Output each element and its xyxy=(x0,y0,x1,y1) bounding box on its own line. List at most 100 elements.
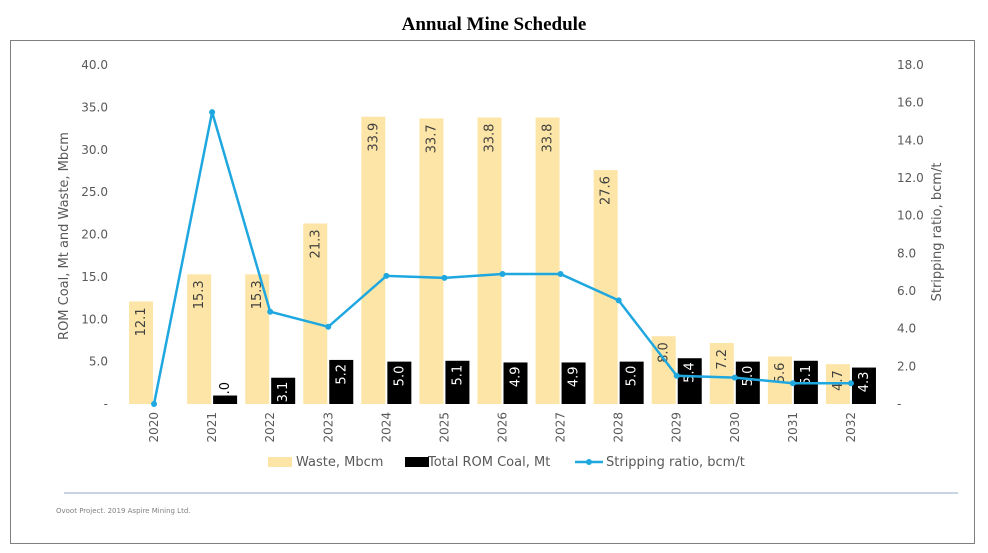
stripping-ratio-point xyxy=(151,401,158,407)
y-tick-left: 15.0 xyxy=(81,270,108,284)
waste-data-label: 27.6 xyxy=(599,176,614,205)
waste-bar xyxy=(303,223,328,404)
coal-data-label: 4.9 xyxy=(567,366,582,387)
x-tick-label: 2022 xyxy=(263,412,277,443)
waste-bar xyxy=(593,170,618,404)
chart-frame xyxy=(10,40,975,544)
waste-bar xyxy=(361,116,386,404)
waste-data-label: 8.0 xyxy=(657,342,672,363)
coal-data-label: 5.2 xyxy=(334,364,349,385)
waste-data-label: 33.8 xyxy=(483,124,498,153)
waste-data-label: 33.9 xyxy=(366,123,381,152)
coal-data-label: 5.1 xyxy=(450,365,465,386)
y-axis-right-label: Stripping ratio, bcm/t xyxy=(930,163,945,302)
waste-data-label: 21.3 xyxy=(308,229,323,258)
coal-bar xyxy=(503,362,528,404)
waste-bar xyxy=(535,117,560,405)
coal-bar xyxy=(271,377,296,404)
waste-data-label: 15.3 xyxy=(192,280,207,309)
x-tick-label: 2024 xyxy=(379,412,393,443)
y-tick-right: 4.0 xyxy=(897,322,916,336)
legend-label-coal: Total ROM Coal, Mt xyxy=(427,455,550,470)
stripping-ratio-point xyxy=(499,271,506,278)
y-tick-right: 18.0 xyxy=(897,58,924,72)
y-tick-right: 14.0 xyxy=(897,133,924,147)
coal-bar xyxy=(619,361,644,404)
legend-label-stripping: Stripping ratio, bcm/t xyxy=(606,455,745,470)
y-tick-right: 12.0 xyxy=(897,171,924,185)
x-tick-label: 2027 xyxy=(554,412,568,443)
legend-swatch-coal xyxy=(405,457,429,467)
stripping-ratio-point xyxy=(789,380,796,387)
waste-bar xyxy=(477,117,502,405)
coal-data-label: 4.9 xyxy=(509,366,524,387)
y-tick-left: 35.0 xyxy=(81,100,108,114)
x-tick-label: 2028 xyxy=(612,412,626,443)
stripping-ratio-point xyxy=(615,297,622,304)
footer-note: Ovoot Project. 2019 Aspire Mining Ltd. xyxy=(56,507,191,515)
y-axis-left-label: ROM Coal, Mt and Waste, Mbcm xyxy=(57,132,72,340)
x-tick-label: 2032 xyxy=(844,412,858,443)
coal-data-label: 3.1 xyxy=(276,382,291,403)
stripping-ratio-point xyxy=(383,272,390,279)
stripping-ratio-point xyxy=(731,374,738,381)
x-tick-label: 2029 xyxy=(670,412,684,443)
coal-bar xyxy=(735,361,760,404)
coal-bar xyxy=(445,360,470,404)
y-tick-left: - xyxy=(104,397,108,411)
y-tick-right: - xyxy=(897,397,901,411)
coal-data-label: 5.4 xyxy=(683,362,698,383)
waste-data-label: 33.7 xyxy=(424,124,439,153)
x-tick-label: 2023 xyxy=(321,412,335,443)
y-tick-right: 2.0 xyxy=(897,359,916,373)
y-tick-left: 30.0 xyxy=(81,143,108,157)
waste-data-label: 12.1 xyxy=(134,307,149,336)
coal-bar xyxy=(561,362,586,404)
x-tick-label: 2025 xyxy=(437,412,451,443)
x-tick-label: 2031 xyxy=(786,412,800,443)
legend-swatch-waste xyxy=(268,457,292,467)
y-tick-right: 8.0 xyxy=(897,246,916,260)
stripping-ratio-point xyxy=(325,323,332,330)
coal-data-label: 5.1 xyxy=(799,365,814,386)
waste-bar xyxy=(709,342,734,404)
stripping-ratio-point xyxy=(847,380,854,387)
x-tick-label: 2020 xyxy=(147,412,161,443)
waste-data-label: 15.3 xyxy=(250,280,265,309)
coal-bar xyxy=(213,395,238,404)
coal-bar xyxy=(677,358,702,404)
legend-swatch-marker xyxy=(586,459,592,465)
waste-bar xyxy=(129,301,154,404)
y-tick-right: 10.0 xyxy=(897,209,924,223)
waste-bar xyxy=(419,118,444,404)
y-tick-left: 10.0 xyxy=(81,312,108,326)
coal-bar xyxy=(329,359,354,404)
y-tick-left: 20.0 xyxy=(81,228,108,242)
coal-data-label: 5.0 xyxy=(741,366,756,387)
legend: Waste, Mbcm Total ROM Coal, Mt Stripping r… xyxy=(268,455,745,470)
stripping-ratio-point xyxy=(267,308,274,315)
y-tick-right: 6.0 xyxy=(897,284,916,298)
y-tick-left: 5.0 xyxy=(89,355,108,369)
legend-label-waste: Waste, Mbcm xyxy=(296,455,383,470)
waste-data-label: 7.2 xyxy=(715,349,730,370)
coal-bar xyxy=(851,367,876,404)
coal-data-label: 1.0 xyxy=(218,382,233,403)
x-tick-label: 2026 xyxy=(496,412,510,443)
stripping-ratio-point xyxy=(673,372,680,379)
coal-bar xyxy=(387,361,412,404)
stripping-ratio-point xyxy=(557,271,564,278)
stripping-ratio-point xyxy=(209,109,216,116)
x-tick-label: 2030 xyxy=(728,412,742,443)
waste-data-label: 33.8 xyxy=(541,124,556,153)
chart-title: Annual Mine Schedule xyxy=(401,14,587,35)
coal-data-label: 4.3 xyxy=(857,372,872,393)
coal-data-label: 5.0 xyxy=(625,366,640,387)
x-tick-label: 2021 xyxy=(205,412,219,443)
waste-data-label: 5.6 xyxy=(773,363,788,384)
stripping-ratio-point xyxy=(441,274,448,281)
y-tick-left: 40.0 xyxy=(81,58,108,72)
coal-data-label: 5.0 xyxy=(392,366,407,387)
y-tick-right: 16.0 xyxy=(897,96,924,110)
